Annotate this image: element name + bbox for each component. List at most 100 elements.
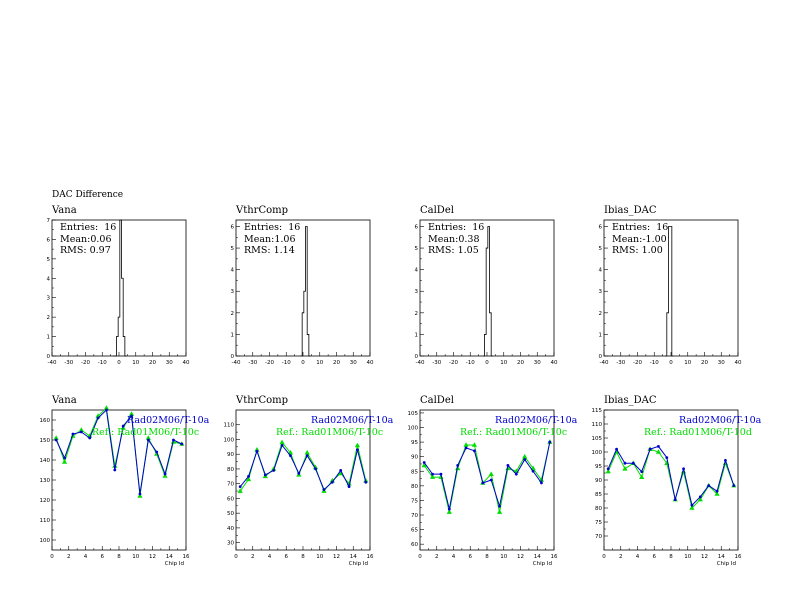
y-tick-label: 3	[599, 289, 603, 295]
series-point-current	[105, 408, 108, 412]
panel-title: VthrComp	[236, 205, 289, 216]
x-tick-label: 0	[669, 360, 673, 366]
series-point-current	[548, 440, 552, 444]
stats-entries: Entries: 16	[244, 222, 301, 233]
x-tick-label: 0	[418, 554, 422, 560]
y-tick-label: 5	[47, 257, 51, 263]
x-tick-label: -20	[265, 360, 274, 366]
legend-entry-reference: Ref.: Rad01M06/T-10d	[644, 427, 752, 438]
series-point-current	[138, 492, 142, 496]
x-tick-label: 2	[619, 554, 623, 560]
x-axis-label: Chip Id	[349, 561, 368, 567]
y-tick-label: 120	[40, 498, 51, 504]
legend-entry-reference: Ref.: Rad01M06/T-10c	[276, 427, 384, 438]
series-point-reference	[664, 460, 670, 465]
series-point-reference	[530, 465, 536, 471]
series-point-reference	[363, 477, 369, 483]
x-tick-label: 14	[534, 554, 541, 560]
y-tick-label: 4	[599, 268, 603, 274]
legend-entry-current: Rad02M06/T-10a	[311, 415, 394, 426]
series-point-current	[439, 472, 443, 476]
x-tick-label: 8	[117, 554, 121, 560]
x-tick-label: 16	[735, 554, 742, 560]
series-line-0	[607, 445, 735, 507]
series-point-reference	[429, 474, 436, 479]
y-tick-label: 115	[592, 408, 603, 414]
series-point-current	[531, 469, 535, 473]
x-tick-label: -30	[248, 360, 257, 366]
series-point-current	[146, 438, 150, 442]
x-tick-label: 6	[285, 554, 289, 560]
series-point-reference	[162, 473, 168, 478]
x-tick-label: 20	[149, 360, 156, 366]
x-tick-label: 20	[517, 360, 524, 366]
x-tick-label: 8	[669, 554, 673, 560]
y-tick-label: 5	[599, 246, 603, 252]
stats-entries: Entries: 16	[612, 222, 669, 233]
x-tick-label: -10	[466, 360, 475, 366]
x-tick-label: 8	[485, 554, 489, 560]
y-tick-label: 5	[415, 246, 419, 252]
series-point-current	[514, 472, 518, 476]
x-tick-label: 6	[101, 554, 105, 560]
series-point-reference	[446, 509, 452, 514]
stats-entries: Entries: 16	[60, 222, 117, 233]
y-tick-label: 2	[599, 311, 603, 317]
series-point-reference	[438, 474, 444, 479]
series-point-reference	[622, 466, 628, 471]
x-tick-label: 10	[500, 554, 507, 560]
y-tick-label: 40	[227, 526, 234, 532]
series-point-reference	[154, 451, 160, 456]
series-point-current	[255, 449, 259, 453]
y-tick-label: 6	[231, 224, 235, 230]
series-point-reference	[613, 449, 620, 454]
series-point-current	[498, 504, 501, 508]
stats-mean: Mean:1.06	[244, 233, 296, 245]
histogram-bar	[116, 337, 118, 356]
series-point-current	[690, 503, 694, 507]
series-point-current	[657, 445, 660, 448]
legend-entry-current: Rad02M06/T-10a	[679, 415, 762, 426]
series-point-current	[238, 485, 242, 489]
series-point-current	[606, 467, 610, 471]
series-point-current	[180, 442, 184, 446]
x-tick-label: 10	[316, 360, 323, 366]
series-point-current	[272, 469, 276, 472]
series-point-reference	[304, 449, 310, 455]
y-tick-label: 90	[411, 455, 418, 461]
y-tick-label: 110	[592, 422, 603, 428]
series-point-current	[473, 449, 476, 453]
series-point-reference	[496, 509, 503, 514]
series-point-reference	[312, 464, 319, 470]
histogram-bar	[670, 226, 672, 356]
x-axis-label: Chip Id	[717, 561, 736, 567]
histogram-bar	[122, 278, 124, 356]
series-point-current	[356, 448, 359, 452]
y-tick-label: 105	[408, 411, 419, 417]
x-tick-label: 30	[166, 360, 173, 366]
histogram-bar	[488, 226, 490, 356]
series-point-current	[79, 430, 83, 434]
x-tick-label: 6	[653, 554, 657, 560]
series-point-current	[280, 443, 284, 447]
histogram-bar	[668, 226, 670, 356]
y-tick-label: 0	[415, 354, 419, 360]
y-tick-label: 1	[415, 332, 419, 338]
stats-box: Entries: 16 Mean:-1.00 RMS: 1.00	[612, 222, 668, 257]
series-point-current	[163, 472, 167, 476]
series-point-reference	[680, 468, 687, 474]
x-tick-label: -30	[432, 360, 441, 366]
x-tick-label: 16	[367, 554, 374, 560]
series-point-reference	[170, 439, 177, 444]
x-tick-label: 0	[602, 554, 606, 560]
series-point-current	[172, 438, 175, 442]
x-tick-label: 4	[636, 554, 640, 560]
y-tick-label: 3	[231, 289, 235, 295]
legend: Rad02M06/T-10a Ref.: Rad01M06/T-10d	[644, 415, 761, 439]
y-tick-label: 3	[415, 289, 419, 295]
histogram-bar	[120, 220, 122, 356]
x-tick-label: 16	[551, 554, 558, 560]
y-tick-label: 1	[599, 332, 603, 338]
x-tick-label: 10	[132, 554, 139, 560]
